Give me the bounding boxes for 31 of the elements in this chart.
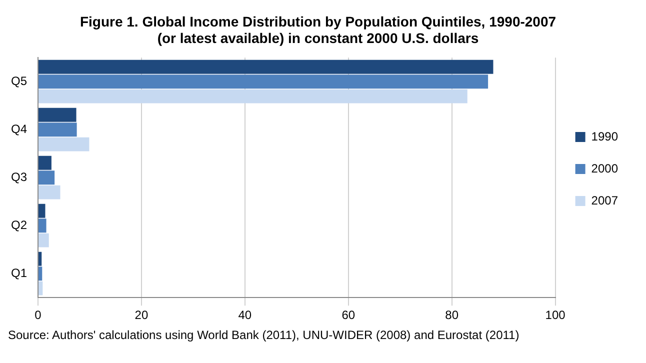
x-tick-label: 80 xyxy=(445,308,459,322)
x-tick-label: 60 xyxy=(342,308,356,322)
y-tick-label: Q1 xyxy=(10,266,28,280)
x-tick-label: 100 xyxy=(545,308,566,322)
y-tick-label: Q2 xyxy=(10,218,28,232)
bar xyxy=(38,204,46,218)
y-tick-label: Q3 xyxy=(10,170,28,184)
bar xyxy=(38,233,49,248)
bar xyxy=(38,60,494,74)
legend-label: 2007 xyxy=(591,193,618,208)
bar xyxy=(38,108,76,122)
bar xyxy=(38,281,43,296)
legend-label: 2000 xyxy=(591,161,618,176)
bar xyxy=(38,266,42,281)
bar xyxy=(38,170,55,185)
y-tick-label: Q4 xyxy=(10,122,28,136)
x-tick-label: 0 xyxy=(34,308,42,322)
x-tick-label: 40 xyxy=(238,308,252,322)
y-tick-label: Q5 xyxy=(10,74,28,88)
bar xyxy=(38,137,90,152)
chart-title: Figure 1. Global Income Distribution by Population Quintiles, 1990-2007 (or latest available) in constant 2000 U.S. dollars xyxy=(80,13,556,46)
bar xyxy=(38,74,488,89)
legend-label: 1990 xyxy=(591,129,618,144)
bar xyxy=(38,185,60,200)
x-tick-label: 20 xyxy=(134,308,148,322)
bar xyxy=(38,156,52,170)
bar xyxy=(38,252,42,266)
source-note: Source: Authors' calculations using World Bank (2011), UNU-WIDER (2008) and Eurostat (2011) xyxy=(8,328,520,342)
bar xyxy=(38,218,46,233)
bar xyxy=(38,89,468,104)
bar xyxy=(38,122,77,137)
